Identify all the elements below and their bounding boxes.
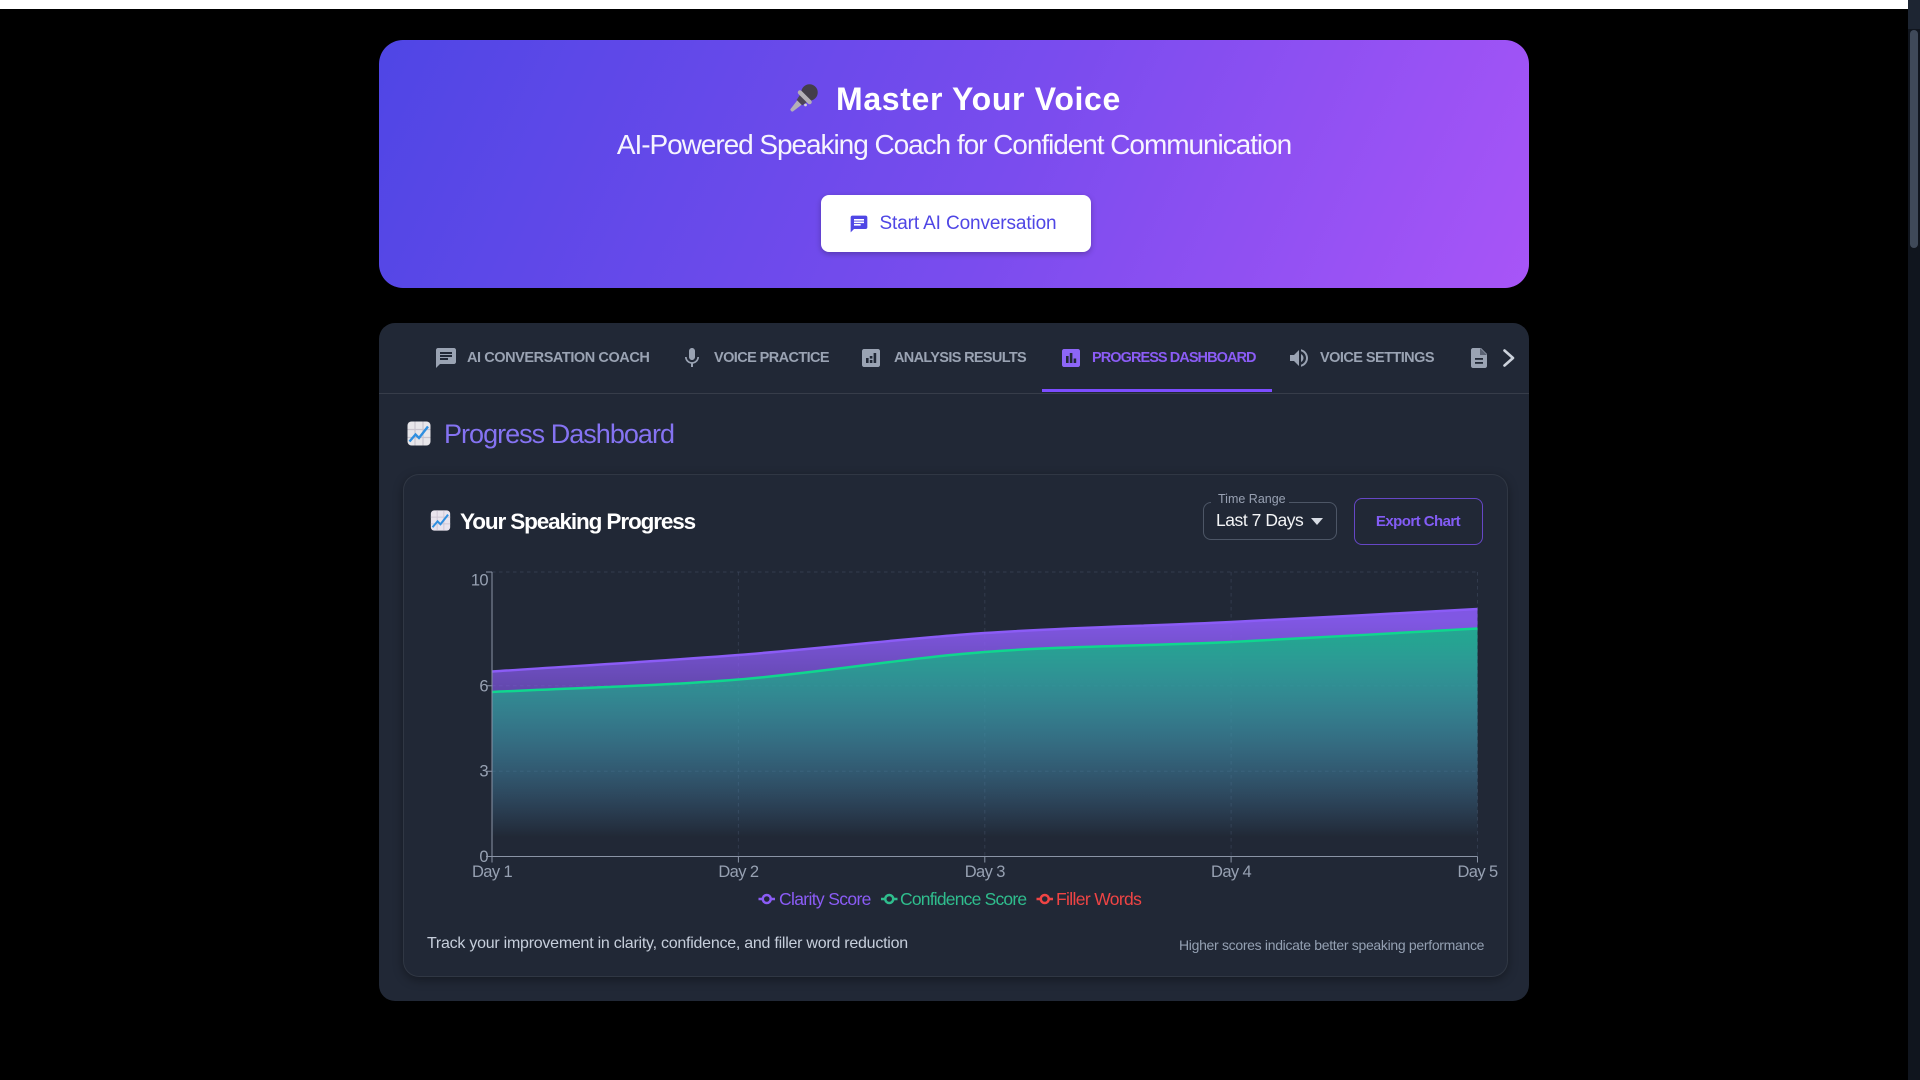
svg-text:10: 10: [471, 572, 489, 590]
svg-text:3: 3: [479, 763, 488, 781]
svg-text:Day 2: Day 2: [718, 863, 759, 881]
svg-text:Filler Words: Filler Words: [1056, 889, 1142, 909]
svg-text:Confidence Score: Confidence Score: [900, 889, 1026, 909]
svg-text:6: 6: [479, 677, 488, 695]
svg-text:0: 0: [479, 848, 488, 866]
svg-text:Day 5: Day 5: [1457, 863, 1498, 881]
svg-text:Clarity Score: Clarity Score: [779, 889, 871, 909]
svg-text:Day 1: Day 1: [472, 863, 513, 881]
svg-text:Day 4: Day 4: [1211, 863, 1252, 881]
svg-text:Day 3: Day 3: [965, 863, 1006, 881]
